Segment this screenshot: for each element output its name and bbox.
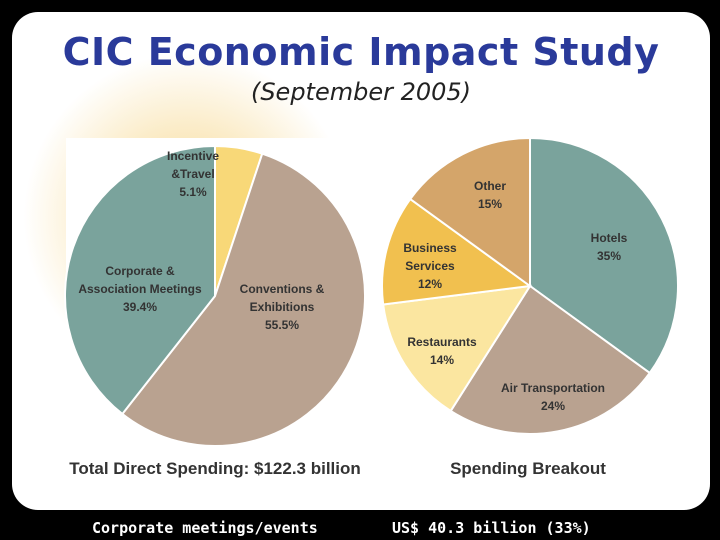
pie-chart-total-spending: Incentive &Travel 5.1% Conventions & Exhibit… <box>64 144 366 448</box>
pie-slice-business-services <box>381 197 533 306</box>
slice-label-incentive-travel: Incentive &Travel 5.1% <box>167 149 219 199</box>
pie-slice-corporate-association-meetings <box>64 144 216 416</box>
slice-label-other: Other 15% <box>474 179 506 211</box>
slice-label-corporate-association-meetings: Corporate & Association Meetings 39.4% <box>78 264 202 314</box>
pie-slice-air-transportation <box>449 284 652 435</box>
pie-chart-total-spending-title: Total Direct Spending: $122.3 billion <box>69 459 361 478</box>
slide-subtitle: (September 2005) <box>250 78 472 106</box>
slice-label-conventions-exhibitions: Conventions & Exhibitions 55.5% <box>240 282 325 332</box>
slice-label-business-services: Business Services 12% <box>403 241 457 291</box>
pie-slice-hotels <box>529 136 679 375</box>
pie-slice-conventions-exhibitions <box>120 152 366 448</box>
pie-slice-restaurants <box>382 284 532 413</box>
footer-left-text: Corporate meetings/events <box>92 519 318 537</box>
slice-label-restaurants: Restaurants 14% <box>407 335 477 367</box>
pie-chart-spending-breakout: Hotels 35% Air Transportation 24% Restaurant… <box>381 136 679 435</box>
slide-title: CIC Economic Impact Study <box>62 30 660 74</box>
slice-label-hotels: Hotels 35% <box>591 231 628 263</box>
slice-label-air-transportation: Air Transportation 24% <box>501 381 605 413</box>
footer-right-text: US$ 40.3 billion (33%) <box>392 519 591 537</box>
pie-chart-spending-breakout-title: Spending Breakout <box>450 459 606 478</box>
pie-slice-other <box>408 136 531 288</box>
